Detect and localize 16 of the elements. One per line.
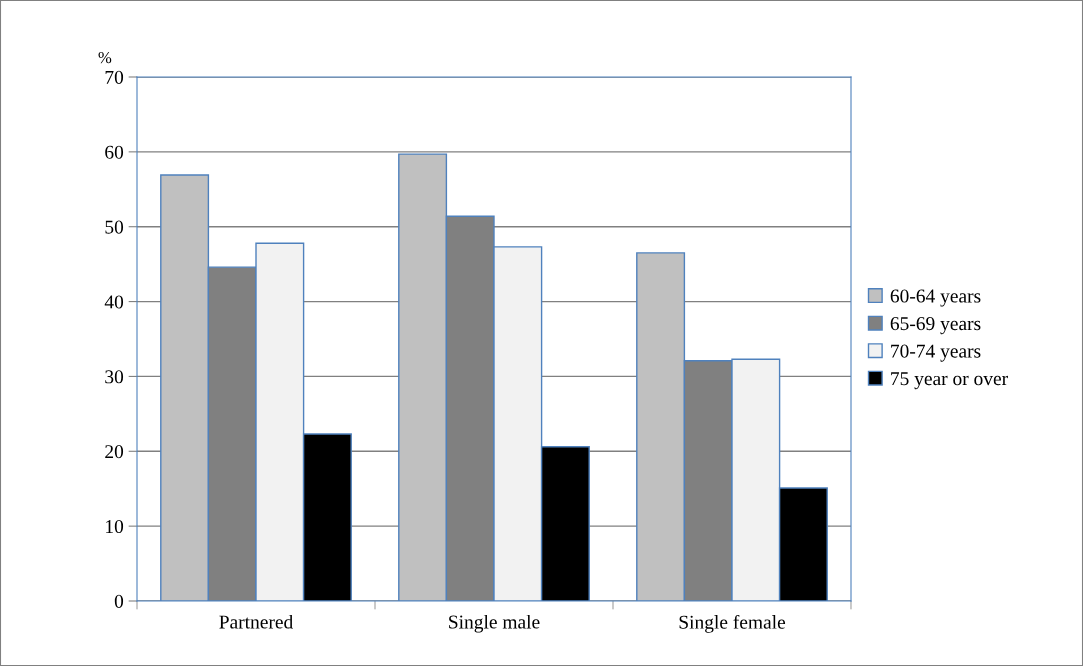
legend-label: 60-64 years: [890, 289, 981, 307]
y-tick-label: 70: [105, 70, 124, 84]
y-tick-label: 30: [105, 370, 124, 384]
y-tick-label: 20: [105, 445, 124, 459]
y-tick-label: 50: [105, 220, 124, 234]
x-tick-label: Single male: [449, 614, 540, 633]
x-tick-label: Single female: [679, 614, 786, 633]
legend-label: 65-69 years: [890, 317, 981, 335]
y-axis-title: %: [98, 51, 112, 64]
y-tick-label: 10: [106, 519, 124, 534]
y-tick-label: 40: [104, 295, 124, 309]
y-tick-label: 0: [114, 594, 124, 608]
legend-label: 70-74 years: [891, 344, 981, 362]
x-tick-label: Partnered: [219, 614, 294, 629]
y-tick-label: 60: [105, 145, 124, 159]
legend-label: 75 year or over: [891, 372, 1008, 390]
